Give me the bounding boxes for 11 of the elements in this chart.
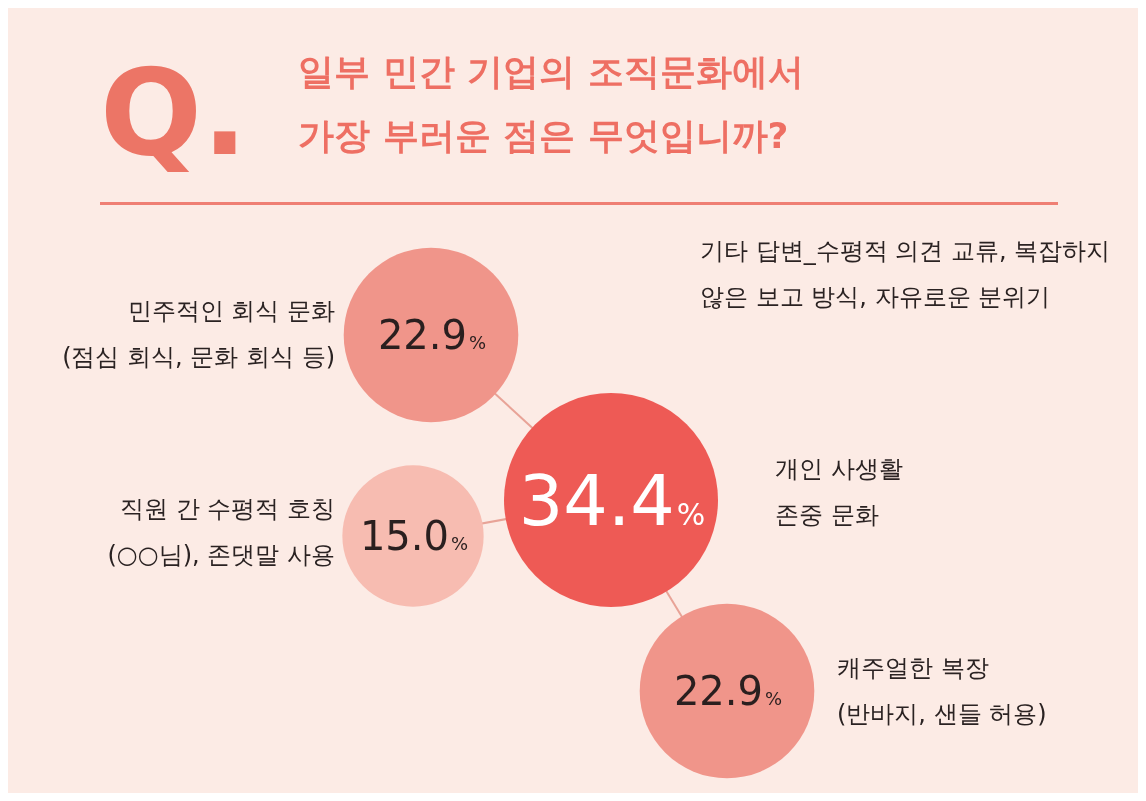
category-label: 캐주얼한 복장 (반바지, 샌들 허용) bbox=[837, 653, 1047, 730]
data-label: 22.9% bbox=[673, 668, 783, 715]
text: 일부 민간 기업의 조직문화에서 가장 부러운 점은 무엇입니까? bbox=[298, 50, 804, 158]
category-label: 민주적인 회식 문화 (점심 회식, 문화 회식 등) bbox=[62, 296, 335, 373]
text: Q. bbox=[100, 43, 248, 182]
data-label: 34.4% bbox=[518, 460, 706, 543]
category-label: 직원 간 수평적 호칭 (○○님), 존댓말 사용 bbox=[107, 494, 335, 571]
data-label: 15.0% bbox=[359, 513, 469, 560]
text: 기타 답변_수평적 의견 교류, 복잡하지 않은 보고 방식, 자유로운 분위기 bbox=[700, 236, 1111, 313]
data-label: 22.9% bbox=[377, 312, 487, 359]
category-label: 개인 사생활 존중 문화 bbox=[775, 454, 903, 531]
